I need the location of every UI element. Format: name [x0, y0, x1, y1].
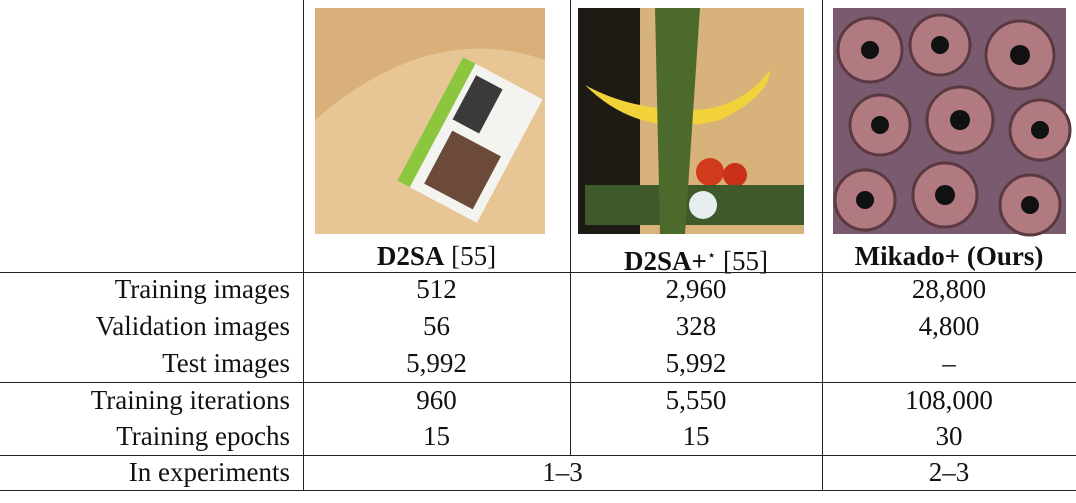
- thumbnails: [315, 8, 1072, 237]
- horizontal-rule: [0, 272, 1076, 273]
- row-label: Training images: [114, 274, 290, 304]
- column-header: D2SA [55]: [303, 241, 570, 271]
- cell-value: 5,992: [665, 348, 727, 378]
- vertical-rule: [570, 0, 571, 455]
- cell-value: 512: [416, 274, 457, 304]
- cell-value: –: [942, 348, 956, 378]
- header-ref: [55]: [723, 246, 769, 276]
- cell-value: 5,550: [665, 385, 727, 415]
- row-label: Test images: [162, 348, 290, 378]
- cell-value: 1–3: [542, 457, 583, 487]
- vertical-rule: [303, 0, 304, 490]
- horizontal-rule: [0, 490, 1076, 491]
- header-name: Mikado+ (Ours): [854, 241, 1044, 271]
- cell-value: 960: [416, 385, 457, 415]
- column-header: Mikado+ (Ours): [822, 241, 1076, 271]
- cell-value: 56: [423, 311, 450, 341]
- row-label: Training iterations: [90, 385, 290, 415]
- row-label: Training epochs: [116, 421, 290, 451]
- cell-value: 28,800: [911, 274, 987, 304]
- horizontal-rule: [0, 455, 1076, 456]
- cell-value: 2,960: [665, 274, 727, 304]
- cell-value: 30: [935, 421, 963, 451]
- cell-value: 15: [423, 421, 450, 451]
- image-d2sa: [315, 8, 545, 234]
- column-header: D2SA+⋆ [55]: [570, 241, 822, 276]
- image-mikado: [833, 8, 1072, 237]
- row-label: In experiments: [128, 457, 290, 487]
- header-name: D2SA+: [623, 246, 707, 276]
- row-label: Validation images: [95, 311, 290, 341]
- cell-value: 2–3: [928, 457, 970, 487]
- image-d2sa-plus: [578, 8, 804, 234]
- vertical-rule: [822, 0, 823, 490]
- cell-value: 108,000: [905, 385, 993, 415]
- header-mark: ⋆: [706, 248, 717, 264]
- cell-value: 15: [682, 421, 710, 451]
- cell-value: 328: [675, 311, 717, 341]
- cell-value: 4,800: [918, 311, 980, 341]
- horizontal-rule: [0, 382, 1076, 383]
- cell-value: 5,992: [406, 348, 467, 378]
- header-ref: [55]: [451, 241, 497, 271]
- header-name: D2SA: [376, 241, 445, 271]
